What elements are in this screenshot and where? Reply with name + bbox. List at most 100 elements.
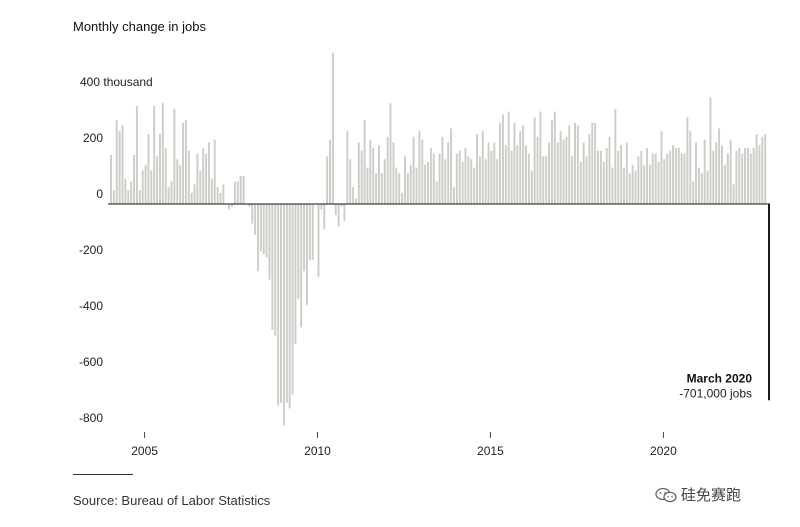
bar [349, 159, 352, 204]
bar [695, 142, 698, 204]
bar [620, 145, 623, 204]
bar [660, 131, 663, 204]
bar [692, 181, 695, 204]
bar [752, 148, 755, 204]
bar [378, 145, 380, 204]
bar [697, 167, 700, 204]
bar [764, 134, 767, 204]
bar [513, 122, 516, 204]
bar [579, 162, 582, 204]
bar [159, 134, 161, 204]
y-tick-label: -200 [79, 243, 103, 257]
bar [634, 170, 637, 204]
bar [683, 153, 686, 204]
bar [602, 162, 605, 204]
bar [285, 204, 288, 403]
bar [545, 156, 548, 204]
bar [135, 106, 138, 204]
bar [585, 156, 588, 204]
bar [507, 111, 510, 204]
bar [138, 190, 141, 204]
bar [329, 139, 331, 204]
bar [617, 150, 620, 204]
bar [605, 148, 608, 204]
bar [222, 184, 225, 204]
bar [254, 204, 257, 235]
bar [409, 164, 412, 204]
bar [712, 150, 715, 204]
bar [574, 122, 576, 204]
y-tick-label: 400 thousand [80, 75, 153, 89]
bar [323, 204, 326, 230]
bar [331, 52, 334, 204]
bar [334, 204, 337, 216]
bar [392, 142, 395, 204]
bar [251, 204, 254, 224]
bar [447, 142, 450, 204]
bar [170, 181, 173, 204]
bar [738, 148, 741, 204]
bar [527, 153, 530, 204]
bar [648, 164, 651, 204]
bar [631, 164, 634, 204]
bar [372, 148, 375, 204]
bar [176, 159, 179, 204]
bar [556, 142, 559, 204]
bar [352, 187, 355, 204]
annotation-title: March 2020 [687, 371, 753, 385]
bar [429, 148, 432, 204]
bar [383, 159, 386, 204]
bar [256, 204, 259, 272]
bar [236, 181, 239, 204]
y-tick-label: -600 [79, 355, 103, 369]
bar [663, 159, 666, 204]
x-tick-label: 2020 [650, 444, 677, 458]
bar [703, 139, 706, 204]
bar [481, 131, 484, 204]
bar [415, 167, 418, 204]
bar [458, 150, 461, 204]
bar [484, 159, 487, 204]
bar [337, 204, 340, 227]
bar [608, 136, 611, 204]
bar [320, 204, 323, 210]
x-tick-label: 2005 [131, 444, 158, 458]
bar [418, 131, 421, 204]
bar [118, 131, 121, 204]
bar [628, 173, 631, 204]
bar [550, 120, 553, 204]
bar [441, 136, 444, 204]
bar [568, 125, 571, 204]
bar [576, 125, 579, 204]
bar [403, 156, 406, 204]
bar [190, 192, 193, 204]
bar [262, 204, 265, 255]
bar [406, 173, 409, 204]
bar [427, 162, 429, 204]
wechat-icon [655, 487, 677, 502]
bar [672, 145, 674, 204]
bar [614, 108, 617, 204]
bar [749, 153, 752, 204]
bar [565, 136, 568, 204]
bar [553, 111, 556, 204]
bar [401, 192, 404, 204]
bar [755, 134, 758, 204]
bar [242, 176, 245, 204]
chart-title: Monthly change in jobs [73, 19, 206, 34]
bar [718, 128, 721, 204]
bar [115, 120, 118, 204]
bar [311, 204, 314, 260]
bar [280, 204, 282, 403]
x-tick-label: 2015 [477, 444, 504, 458]
bar [625, 142, 628, 204]
bar [640, 150, 643, 204]
bar [386, 136, 389, 204]
bar [133, 155, 136, 204]
bar [746, 148, 749, 204]
bar [470, 159, 473, 204]
bar [539, 111, 542, 204]
bar [110, 155, 112, 204]
bar [210, 178, 213, 204]
bar [144, 164, 147, 204]
